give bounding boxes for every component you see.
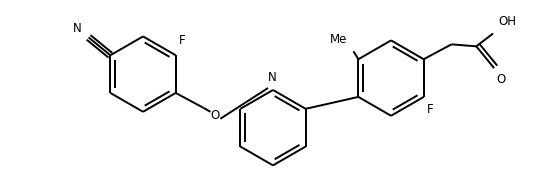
Text: OH: OH bbox=[498, 15, 516, 29]
Text: Me: Me bbox=[330, 33, 347, 46]
Text: F: F bbox=[426, 103, 434, 116]
Text: O: O bbox=[211, 109, 220, 122]
Text: O: O bbox=[496, 73, 506, 86]
Text: N: N bbox=[73, 22, 82, 35]
Text: F: F bbox=[179, 34, 185, 47]
Text: N: N bbox=[268, 71, 276, 84]
